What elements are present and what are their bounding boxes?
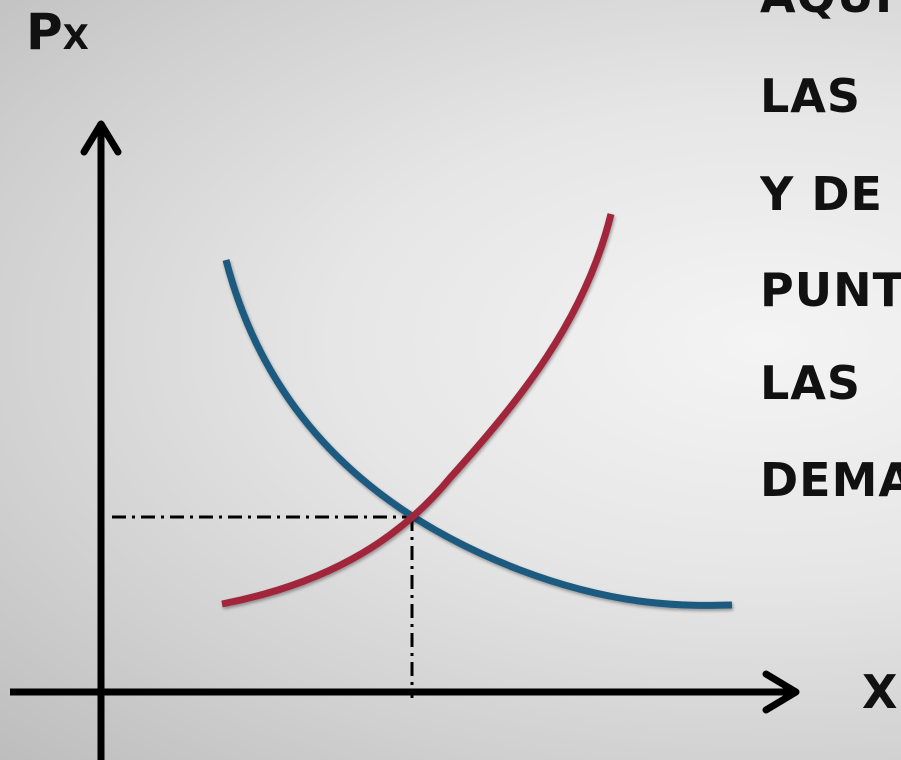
side-text-block: AQUÍ LAS Y DE PUNT LAS DEMA [760,0,901,520]
y-axis-arrowhead [80,120,122,156]
demand-curve [222,259,733,609]
x-axis-arrowhead [762,670,800,714]
side-text-line-3: Y DE [760,167,883,221]
x-axis-label: X [862,665,898,719]
side-text-line-6: DEMA [760,453,901,507]
supply-curve [221,213,615,608]
side-text-line-4: PUNT [760,263,901,317]
side-text-line-1: AQUÍ [760,0,893,24]
y-axis-label: PX [26,4,89,66]
side-text-line-2: LAS [760,69,862,123]
y-axis-label-main: P [26,3,63,61]
side-text-line-5: LAS [760,356,862,410]
y-axis-label-sub: X [62,18,89,58]
